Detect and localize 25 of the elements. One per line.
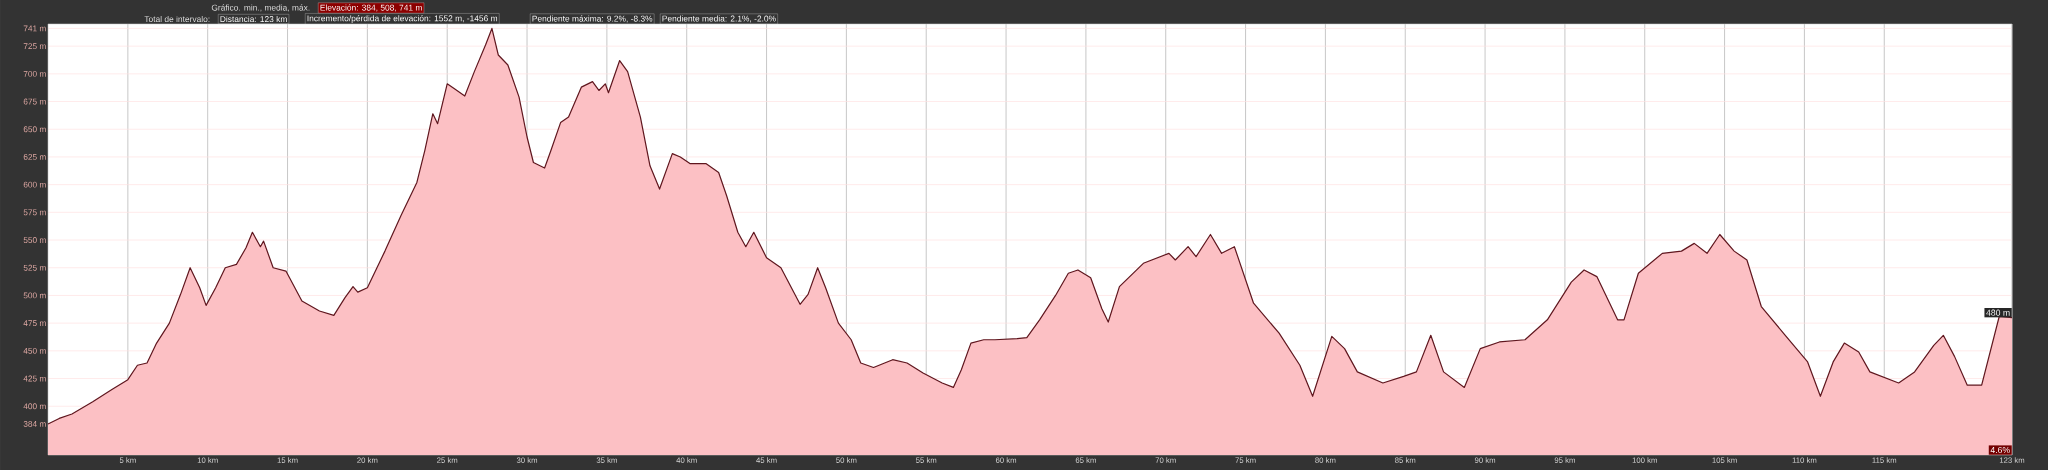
y-tick-label: 741 m [23, 25, 46, 32]
text: Distancia: 123 km [220, 15, 287, 23]
y-tick-label: 625 m [23, 154, 46, 160]
y-tick-label: 650 m [23, 126, 46, 133]
y-tick-label: 725 m [23, 43, 46, 50]
text: Pendiente media: 2.1%, -2.0% [662, 15, 776, 23]
y-tick-label: 575 m [23, 209, 46, 216]
y-tick-label: 675 m [23, 98, 46, 105]
text: Gráfico. min., media, máx. [211, 4, 310, 12]
y-tick-label: 425 m [23, 375, 46, 382]
text: Total de intervalo: [144, 15, 210, 23]
y-tick-label: 525 m [23, 264, 46, 271]
text: Pendiente máxima: 9.2%, -8.3% [532, 15, 653, 23]
y-tick-label: 475 m [23, 320, 46, 327]
y-tick-label: 400 m [23, 403, 46, 410]
y-tick-label: 550 m [23, 237, 46, 243]
annotation: 480 m [1986, 309, 2010, 316]
y-tick-label: 384 m [23, 421, 46, 427]
y-tick-label: 500 m [23, 292, 46, 299]
text: Incremento/pérdida de elevación: 1552 m, -1456 m [307, 15, 498, 23]
y-tick-label: 700 m [23, 70, 46, 77]
y-tick-label: 450 m [23, 347, 46, 354]
annotation: 4.6% [1990, 446, 2010, 454]
y-tick-label: 600 m [23, 181, 46, 188]
text: Elevación: 384, 508, 741 m [320, 4, 422, 12]
